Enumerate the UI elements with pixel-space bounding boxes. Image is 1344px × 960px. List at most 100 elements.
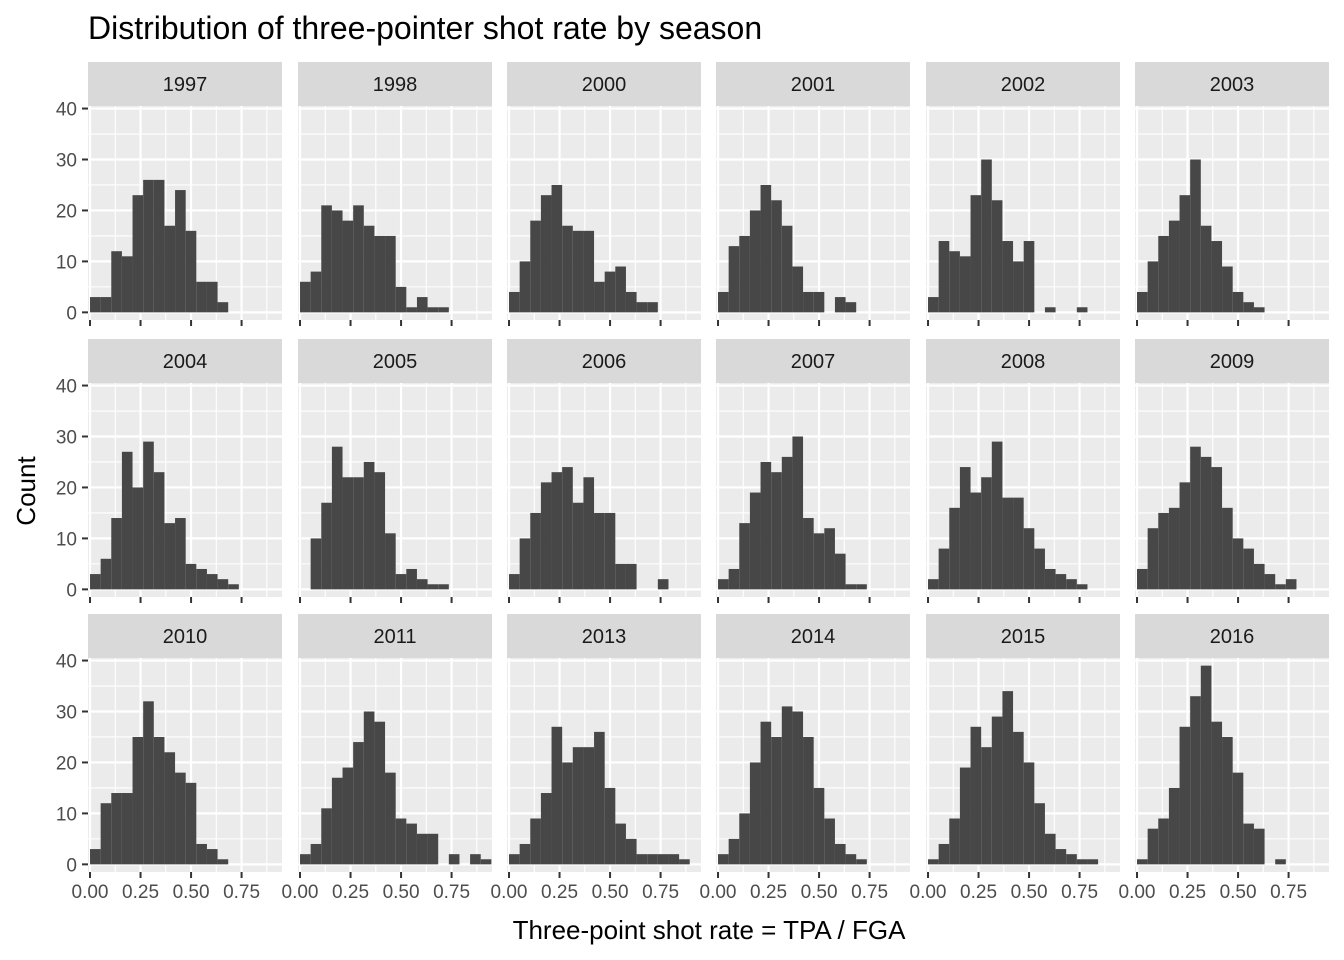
histogram-bar <box>1137 568 1148 590</box>
x-tick-label: 0.25 <box>541 882 578 903</box>
facet-panel-2011: 2011 0.00 0.25 0.50 0.75 <box>282 614 492 903</box>
histogram-bar <box>781 706 793 865</box>
histogram-bar <box>1147 528 1159 590</box>
histogram-bar <box>374 235 386 313</box>
histogram-bar <box>845 302 857 313</box>
facet-panel-2005: 2005 <box>298 339 492 603</box>
histogram-bar <box>153 736 165 865</box>
histogram-bar <box>353 205 364 313</box>
histogram-bar <box>353 477 364 590</box>
histogram-bar <box>625 563 637 590</box>
histogram-bar <box>1232 772 1244 865</box>
histogram-bar <box>615 563 626 590</box>
x-tick-label: 0.50 <box>801 882 838 903</box>
histogram-bar <box>121 451 133 590</box>
histogram-bar <box>970 726 982 865</box>
histogram-bar <box>718 579 729 590</box>
histogram-bar <box>572 747 584 865</box>
histogram-bar <box>792 711 804 865</box>
histogram-bar <box>1002 241 1014 313</box>
histogram-bar <box>132 195 144 313</box>
histogram-bar <box>331 210 343 313</box>
facet-strip-label: 2002 <box>1001 74 1046 96</box>
histogram-bar <box>121 793 133 865</box>
histogram-bar <box>1023 528 1035 590</box>
histogram-bar <box>342 767 354 865</box>
facet-strip-label: 2011 <box>373 626 416 648</box>
x-tick-label: 0.25 <box>750 882 787 903</box>
histogram-bar <box>813 787 825 865</box>
facet-panel-2003: 2003 <box>1135 62 1329 326</box>
facet-panel-2014: 2014 0.00 0.25 0.50 0.75 <box>700 614 910 903</box>
histogram-bar <box>196 568 207 590</box>
histogram-bar <box>1158 818 1169 865</box>
histogram-bar <box>540 793 552 865</box>
histogram-bar <box>959 256 971 313</box>
y-tick-label: 0 <box>66 303 77 324</box>
histogram-bar <box>1076 584 1088 590</box>
x-tick-label: 0.75 <box>851 882 888 903</box>
histogram-bar <box>749 762 761 865</box>
facet-strip-label: 2013 <box>582 626 627 648</box>
histogram-bar <box>949 818 960 865</box>
histogram-bar <box>1034 548 1045 590</box>
histogram-bar <box>143 179 154 313</box>
x-tick-label: 0.75 <box>433 882 470 903</box>
histogram-bar <box>636 854 648 865</box>
facet-panel-2000: 2000 <box>507 62 701 326</box>
histogram-bar <box>1179 726 1191 865</box>
histogram-bar <box>143 701 154 865</box>
histogram-bar <box>803 291 814 313</box>
histogram-bar <box>385 533 396 590</box>
histogram-bar <box>1034 803 1045 865</box>
histogram-bar <box>1264 574 1276 590</box>
x-tick-label: 0.25 <box>1169 882 1206 903</box>
x-tick-label: 0.25 <box>332 882 369 903</box>
histogram-bar <box>519 538 531 590</box>
histogram-bar <box>959 767 971 865</box>
histogram-bar <box>111 518 122 590</box>
histogram-bar <box>728 246 740 313</box>
histogram-bar <box>1243 548 1254 590</box>
facet-panel-2002: 2002 <box>926 62 1120 326</box>
histogram-bar <box>1253 563 1265 590</box>
histogram-bar <box>228 584 239 590</box>
histogram-bar <box>970 492 982 590</box>
histogram-bar <box>949 251 960 313</box>
histogram-bar <box>331 446 343 590</box>
x-tick-label: 0.50 <box>1011 882 1048 903</box>
histogram-bar <box>1179 195 1191 313</box>
histogram-bar <box>1147 261 1159 313</box>
histogram-bar <box>1200 456 1212 590</box>
y-tick-label: 40 <box>56 377 77 398</box>
histogram-bar <box>540 482 552 590</box>
facet-panel-2015: 2015 0.00 0.25 0.50 0.75 <box>910 614 1120 903</box>
facet-panel-2004: 2004 0 10 20 30 40 <box>56 339 282 603</box>
facet-strip-label: 1998 <box>373 74 418 96</box>
histogram-bar <box>509 574 520 590</box>
histogram-bar <box>981 747 992 865</box>
facet-strip-label: 2014 <box>791 626 836 648</box>
histogram-bar <box>1137 291 1148 313</box>
histogram-bar <box>395 574 407 590</box>
histogram-bar <box>938 843 950 865</box>
histogram-bar <box>636 302 648 313</box>
histogram-bar <box>781 225 793 313</box>
histogram-bar <box>519 261 531 313</box>
histogram-bar <box>845 854 857 865</box>
histogram-bar <box>1076 307 1088 313</box>
histogram-bar <box>856 859 867 865</box>
histogram-bar <box>760 721 772 865</box>
histogram-bar <box>771 200 782 313</box>
histogram-bar <box>185 230 197 313</box>
histogram-bar <box>90 849 101 865</box>
histogram-bar <box>143 441 154 590</box>
histogram-bar <box>164 225 176 313</box>
facet-strip <box>1135 614 1329 658</box>
histogram-bar <box>1190 159 1201 313</box>
histogram-bar <box>615 266 626 313</box>
facet-strip <box>716 614 910 658</box>
histogram-bar <box>1168 787 1180 865</box>
histogram-bar <box>416 297 428 313</box>
histogram-bar <box>1055 574 1067 590</box>
